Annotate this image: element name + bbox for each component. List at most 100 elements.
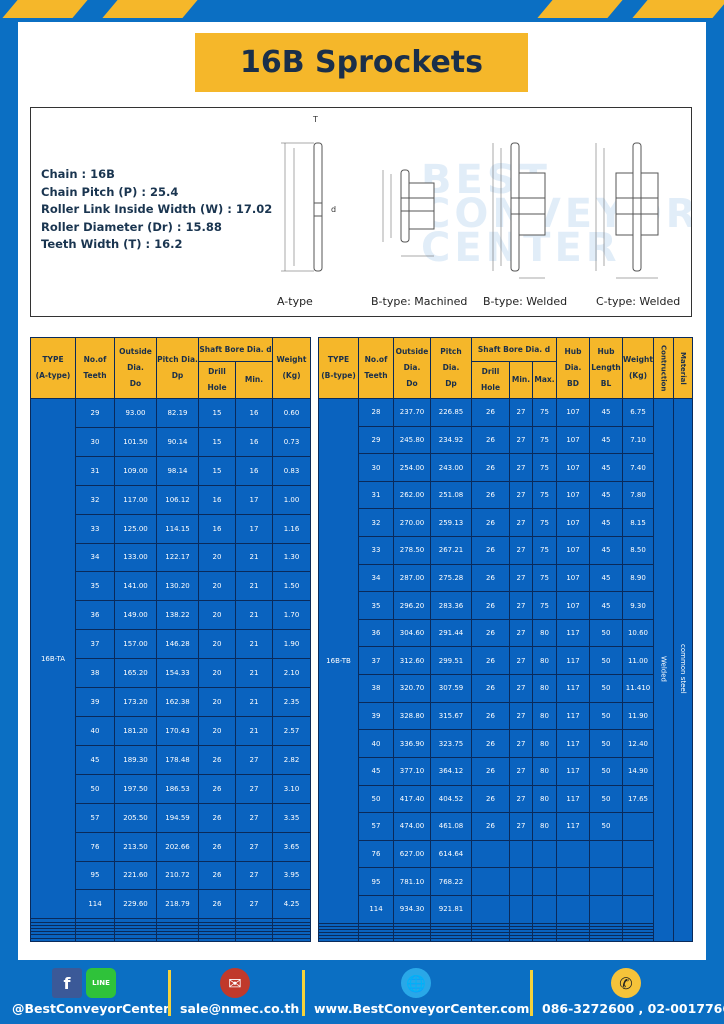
data-cell: 45 xyxy=(589,453,623,482)
phone-numbers[interactable]: 086-3272600 , 02-0017766 xyxy=(542,1001,724,1016)
data-cell: 117 xyxy=(556,618,590,648)
data-cell: 107 xyxy=(556,591,590,620)
data-cell: 226.85 xyxy=(430,398,472,427)
data-cell: 0.83 xyxy=(272,455,311,486)
data-cell: 32 xyxy=(75,484,115,515)
data-cell: 27 xyxy=(235,744,273,775)
data-cell: 28 xyxy=(358,398,394,427)
data-cell xyxy=(272,921,311,926)
data-cell: 80 xyxy=(532,784,557,814)
table-row: 33 278.50 267.21 26 27 75 107 45 8.50 xyxy=(319,536,693,565)
table-row: 114 229.60 218.79 26 27 4.25 xyxy=(31,889,311,920)
data-cell xyxy=(471,839,510,869)
col-shaft-bore: Shaft Bore Dia. d xyxy=(471,337,557,362)
data-cell: 165.20 xyxy=(114,658,157,689)
table-row: 45 189.30 178.48 26 27 2.82 xyxy=(31,744,311,775)
social-handle[interactable]: @BestConveyorCenter xyxy=(12,1001,170,1016)
data-cell: 27 xyxy=(235,889,273,920)
data-cell: 45 xyxy=(589,480,623,510)
b-type-table: TYPE (B-type) No.of Teeth Outside Dia. Do Pi… xyxy=(318,337,693,943)
data-cell: 1.16 xyxy=(272,513,311,544)
data-cell: 304.60 xyxy=(393,618,431,648)
website-link[interactable]: www.BestConveyorCenter.com xyxy=(314,1001,530,1016)
data-cell: 45 xyxy=(589,536,623,565)
email-link[interactable]: sale@nmec.co.th xyxy=(180,1001,300,1016)
data-cell xyxy=(622,922,654,927)
data-cell: 26 xyxy=(471,729,510,758)
c-type-welded-diagram xyxy=(595,142,659,279)
data-cell: 37 xyxy=(75,629,115,660)
col-weight: Weight (Kg) xyxy=(272,337,311,399)
data-cell: 186.53 xyxy=(156,773,199,804)
col-hub-dia: Hub Dia. BD xyxy=(556,337,590,399)
data-cell: 2.10 xyxy=(272,658,311,689)
data-cell: 17.65 xyxy=(622,784,654,814)
data-cell: 26 xyxy=(471,618,510,648)
spec-roller-width: Roller Link Inside Width (W) : 17.02 xyxy=(41,202,273,216)
data-cell: 26 xyxy=(471,591,510,620)
data-cell xyxy=(532,937,557,943)
type-cell-empty xyxy=(30,937,76,943)
data-cell: 40 xyxy=(358,729,394,758)
data-cell: 17 xyxy=(235,484,273,515)
data-cell: 234.92 xyxy=(430,425,472,455)
table-row: 16B-TA 29 93.00 82.19 15 16 0.60 xyxy=(30,397,311,920)
data-cell: 30 xyxy=(358,453,394,482)
table-row: 30 101.50 90.14 15 16 0.73 xyxy=(31,426,311,457)
data-cell xyxy=(556,867,590,896)
data-cell: 291.44 xyxy=(430,618,472,648)
data-cell: 934.30 xyxy=(393,894,431,924)
data-cell: 27 xyxy=(235,860,273,891)
col-pitch-dia: Pitch Dia. Dp xyxy=(430,337,472,399)
data-cell: 38 xyxy=(358,674,394,703)
data-cell xyxy=(509,867,533,896)
data-cell: 75 xyxy=(532,398,557,427)
data-cell xyxy=(358,937,394,943)
data-cell xyxy=(622,894,654,924)
data-cell: 133.00 xyxy=(114,542,157,573)
data-cell: 627.00 xyxy=(393,839,431,869)
data-cell: 34 xyxy=(358,563,394,593)
spec-roller-diameter: Roller Diameter (Dr) : 15.88 xyxy=(41,219,222,234)
data-cell: 26 xyxy=(471,646,510,676)
facebook-icon[interactable]: f xyxy=(52,968,82,998)
data-cell: 26 xyxy=(471,398,510,427)
col-drill-hole: Drill Hole xyxy=(198,361,236,399)
data-cell: 98.14 xyxy=(156,455,199,486)
data-cell: 21 xyxy=(235,600,273,631)
type-cell: 16B-TA xyxy=(30,397,76,920)
data-cell: 16 xyxy=(235,426,273,457)
spec-chain: Chain : 16B xyxy=(41,167,115,181)
data-cell: 50 xyxy=(589,756,623,786)
table-row: 45 377.10 364.12 26 27 80 117 50 14.90 xyxy=(319,756,693,786)
data-cell: 320.70 xyxy=(393,674,431,703)
data-cell: 312.60 xyxy=(393,646,431,676)
data-cell: 278.50 xyxy=(393,536,431,565)
data-cell: 27 xyxy=(509,591,533,620)
line-icon[interactable]: LINE xyxy=(86,968,116,998)
data-cell: 138.22 xyxy=(156,600,199,631)
spec-box: BEST CONVEYOR CENTER Chain : 16B Chain Pit… xyxy=(30,107,692,317)
spec-teeth-width: Teeth Width (T) : 16.2 xyxy=(41,237,183,251)
data-cell: 45 xyxy=(75,744,115,775)
data-cell: 7.10 xyxy=(622,425,654,455)
data-cell: 27 xyxy=(509,729,533,758)
data-cell: 50 xyxy=(589,812,623,841)
data-cell: 9.30 xyxy=(622,591,654,620)
sprocket-diagrams: T d xyxy=(281,115,659,279)
data-cell: 107 xyxy=(556,453,590,482)
data-cell: 275.28 xyxy=(430,563,472,593)
data-cell: 8.50 xyxy=(622,536,654,565)
data-cell: 21 xyxy=(235,687,273,717)
data-cell xyxy=(272,927,311,933)
data-cell: 75 xyxy=(532,591,557,620)
data-cell: 20 xyxy=(198,571,236,602)
data-cell: 82.19 xyxy=(156,398,199,428)
data-cell: 323.75 xyxy=(430,729,472,758)
data-cell xyxy=(622,937,654,943)
data-cell: 107 xyxy=(556,536,590,565)
data-cell: 267.21 xyxy=(430,536,472,565)
col-outside-dia: Outside Dia. Do xyxy=(114,337,157,399)
data-cell: 26 xyxy=(198,773,236,804)
data-cell xyxy=(556,937,590,943)
